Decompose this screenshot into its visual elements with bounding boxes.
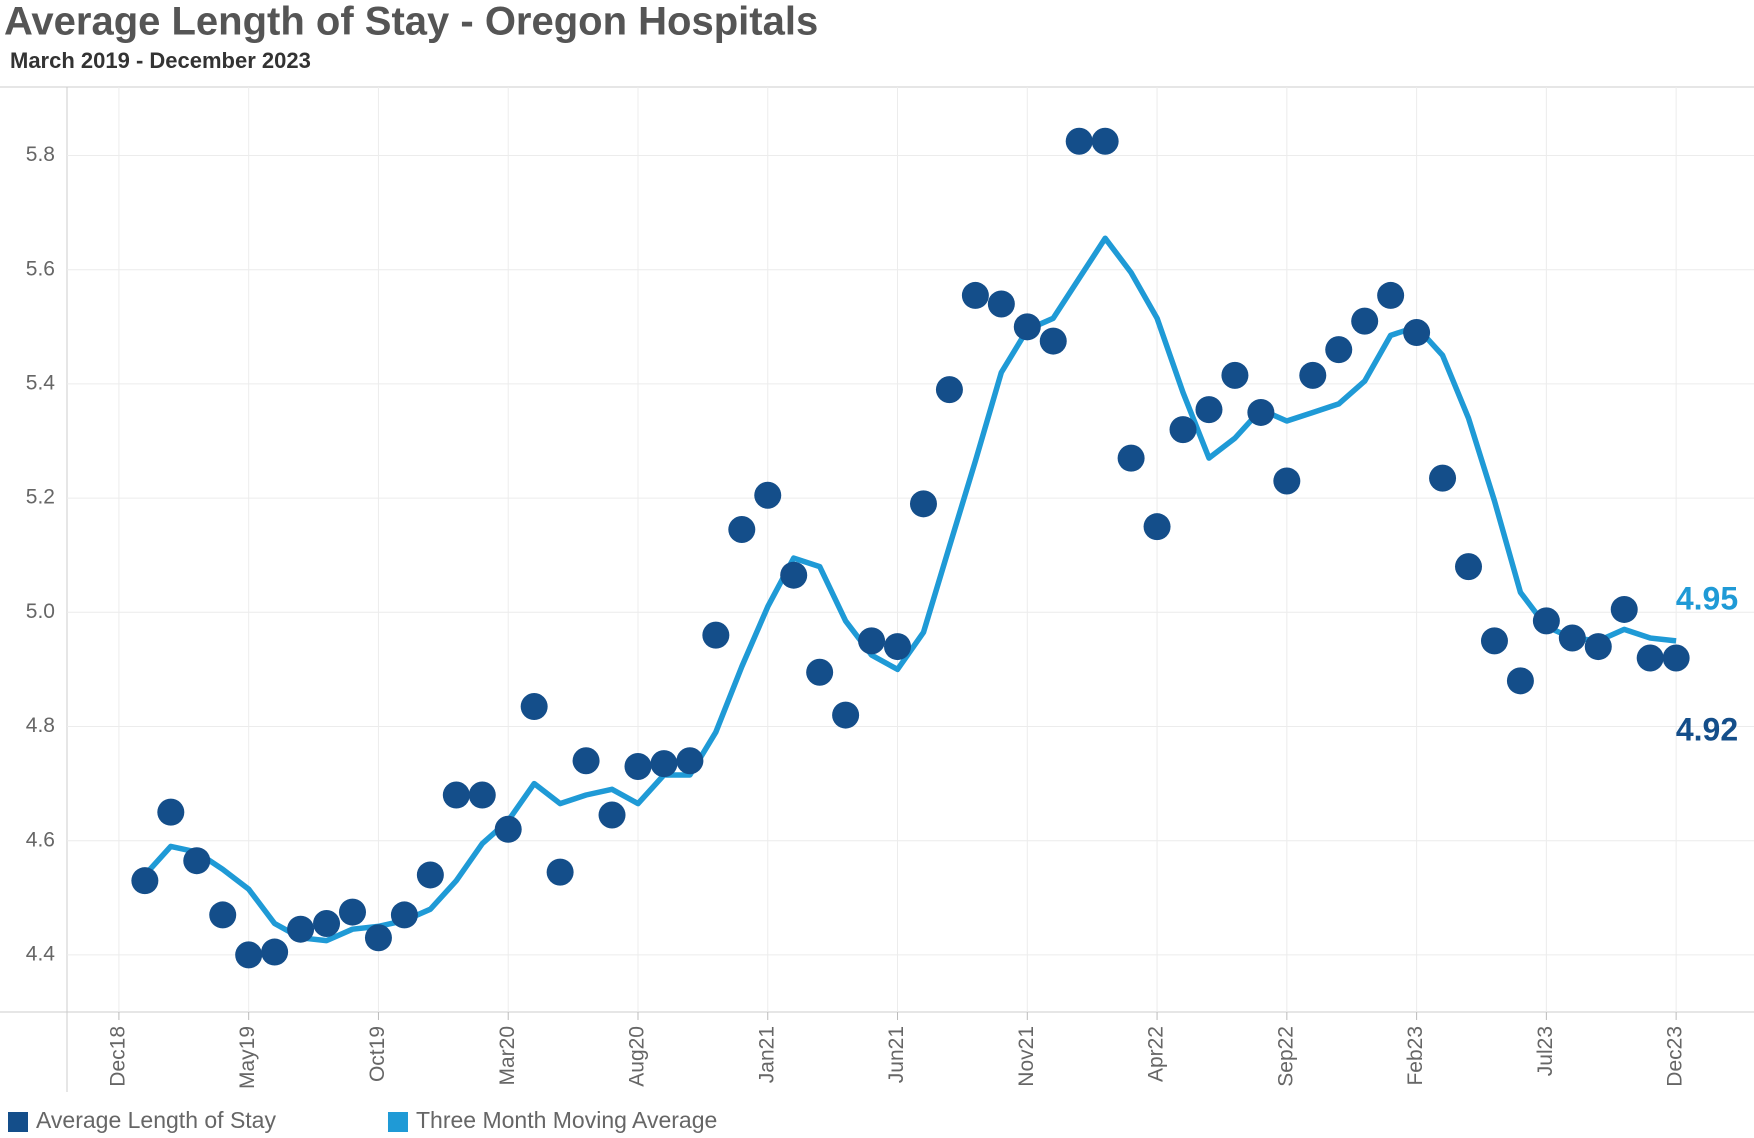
data-point xyxy=(935,376,963,404)
data-point xyxy=(1429,464,1457,492)
data-point xyxy=(1532,607,1560,635)
data-point xyxy=(183,847,211,875)
y-tick-label: 4.8 xyxy=(26,714,55,737)
data-point xyxy=(1013,313,1041,341)
x-tick-label: Mar20 xyxy=(496,1026,519,1086)
data-point xyxy=(702,621,730,649)
y-tick-label: 4.4 xyxy=(26,942,56,965)
x-tick-label: Jun21 xyxy=(885,1026,908,1083)
x-tick-label: Sep22 xyxy=(1274,1026,1297,1087)
data-point xyxy=(1195,396,1223,424)
data-point xyxy=(1169,416,1197,444)
data-point xyxy=(1662,644,1690,672)
data-point xyxy=(1143,513,1171,541)
y-tick-label: 5.4 xyxy=(26,371,56,394)
data-point xyxy=(1558,624,1586,652)
data-point xyxy=(390,901,418,929)
legend-label: Three Month Moving Average xyxy=(416,1107,717,1133)
data-point xyxy=(987,290,1015,318)
data-point xyxy=(338,898,366,926)
data-point xyxy=(1117,444,1145,472)
data-point xyxy=(572,747,600,775)
legend-label: Average Length of Stay xyxy=(36,1107,276,1133)
data-point xyxy=(1221,361,1249,389)
data-point xyxy=(1247,398,1275,426)
trend-line xyxy=(142,235,1677,944)
data-point xyxy=(1325,336,1353,364)
data-point xyxy=(676,747,704,775)
legend-swatch xyxy=(387,1112,408,1132)
data-point xyxy=(909,490,937,518)
x-tick-label: Jan21 xyxy=(755,1026,778,1083)
data-point xyxy=(1403,319,1431,347)
x-tick-label: Dec18 xyxy=(106,1026,129,1087)
data-point xyxy=(858,627,886,655)
plot: 4.92 4.95 xyxy=(131,127,1738,969)
data-point xyxy=(754,481,782,509)
data-point xyxy=(780,561,808,589)
value-label: 4.92 xyxy=(1676,711,1738,747)
data-point xyxy=(131,867,159,895)
data-point xyxy=(650,750,678,778)
data-point xyxy=(442,781,470,809)
x-tick-label: Apr22 xyxy=(1145,1026,1168,1082)
data-point xyxy=(884,633,912,661)
y-tick-label: 5.0 xyxy=(26,600,55,623)
data-point xyxy=(287,915,315,943)
data-point xyxy=(520,693,548,721)
data-point xyxy=(1610,595,1638,623)
x-tick-label: Nov21 xyxy=(1015,1026,1038,1087)
value-label: 4.95 xyxy=(1676,580,1738,616)
chart-subtitle: March 2019 - December 2023 xyxy=(10,48,311,73)
data-point xyxy=(624,752,652,780)
y-tick-label: 5.2 xyxy=(26,486,55,509)
data-point xyxy=(1455,553,1483,581)
y-tick-label: 4.6 xyxy=(26,828,55,851)
data-point xyxy=(235,941,263,969)
data-point xyxy=(468,781,496,809)
data-point xyxy=(598,801,626,829)
data-point xyxy=(416,861,444,889)
chart-title: Average Length of Stay - Oregon Hospital… xyxy=(4,0,818,44)
data-point xyxy=(1351,307,1379,335)
x-tick-label: Dec23 xyxy=(1664,1026,1687,1087)
grid: 4.4 4.6 4.8 5.0 5.2 5.4 5.6 5.8 Dec18 May19 Oct19 M… xyxy=(0,86,1754,1092)
data-point xyxy=(313,909,341,937)
data-point xyxy=(1299,361,1327,389)
legend-swatch xyxy=(8,1112,28,1132)
x-tick-label: Jul23 xyxy=(1534,1026,1557,1076)
x-tick-label: Aug20 xyxy=(626,1026,649,1087)
data-point xyxy=(1480,627,1508,655)
y-tick-label: 5.6 xyxy=(26,257,55,280)
x-tick-label: May19 xyxy=(236,1026,259,1089)
data-point xyxy=(961,281,989,309)
data-point xyxy=(806,658,834,686)
legend: Average Length of Stay Three Month Moving… xyxy=(8,1107,717,1133)
data-point xyxy=(1065,127,1093,155)
data-point xyxy=(546,858,574,886)
data-point xyxy=(494,815,522,843)
data-point xyxy=(832,701,860,729)
data-point xyxy=(209,901,237,929)
data-point xyxy=(1377,281,1405,309)
data-point xyxy=(1506,667,1534,695)
x-tick-label: Feb23 xyxy=(1404,1026,1427,1086)
data-point xyxy=(728,516,756,544)
data-point xyxy=(1273,467,1301,495)
data-point xyxy=(364,924,392,952)
data-point xyxy=(261,938,289,966)
data-point xyxy=(1039,327,1067,355)
data-point xyxy=(1584,633,1612,661)
data-point xyxy=(157,798,185,826)
data-point xyxy=(1091,127,1119,155)
y-tick-label: 5.8 xyxy=(26,143,55,166)
x-tick-label: Oct19 xyxy=(366,1026,389,1082)
data-point xyxy=(1636,644,1664,672)
